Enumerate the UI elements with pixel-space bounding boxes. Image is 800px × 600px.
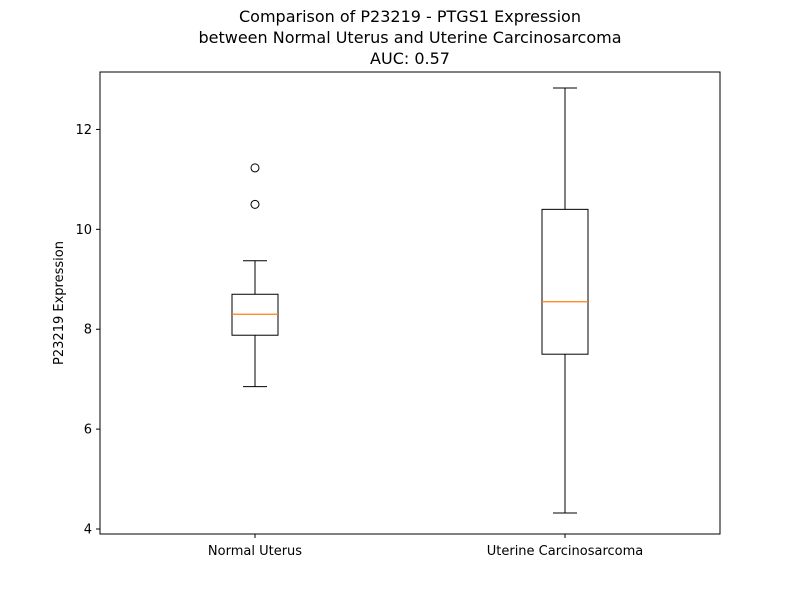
x-axis-ticks: Normal Uterus Uterine Carcinosarcoma	[208, 534, 643, 559]
x-tick-label: Normal Uterus	[208, 544, 302, 559]
boxes-layer	[231, 87, 589, 514]
outlier-point	[250, 199, 260, 209]
chart-title-line-1: Comparison of P23219 - PTGS1 Expression	[239, 7, 581, 26]
box-group	[541, 87, 589, 514]
y-axis-label: P23219 Expression	[52, 241, 67, 365]
y-axis-ticks: 4 6 8 10 12	[75, 123, 100, 538]
y-tick-label: 12	[75, 123, 92, 138]
outlier-point	[250, 163, 260, 173]
chart-title-line-2: between Normal Uterus and Uterine Carcin…	[198, 28, 622, 47]
y-tick-label: 8	[84, 323, 92, 338]
y-tick-label: 10	[75, 223, 92, 238]
x-tick-label: Uterine Carcinosarcoma	[487, 544, 644, 559]
plot-frame	[99, 71, 721, 535]
chart-title-line-3: AUC: 0.57	[370, 49, 450, 68]
y-tick-label: 6	[84, 423, 92, 438]
y-tick-label: 4	[84, 523, 92, 538]
box-group	[231, 163, 279, 388]
box-iqr	[541, 208, 589, 355]
